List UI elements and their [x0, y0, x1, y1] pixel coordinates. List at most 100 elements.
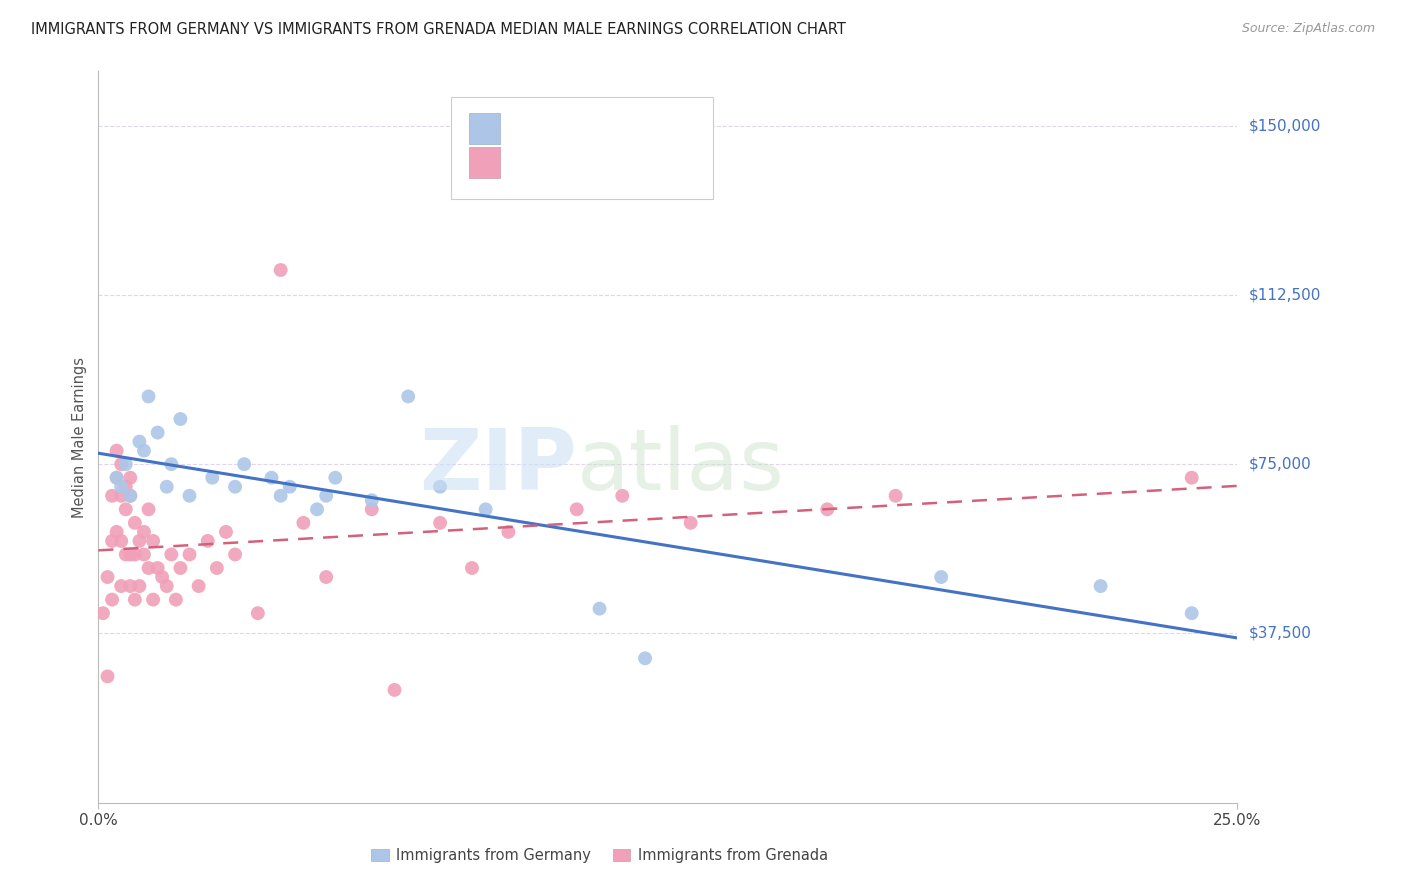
Point: [160, 457, 183, 471]
Point: [120, 489, 142, 503]
Point: [101, 533, 124, 548]
Point: [105, 471, 128, 485]
Point: [128, 434, 150, 449]
Point: [114, 502, 136, 516]
Point: [323, 471, 346, 485]
Point: [292, 516, 315, 530]
Point: [156, 480, 179, 494]
Point: [612, 489, 634, 503]
Point: [96, 669, 118, 683]
Point: [224, 548, 246, 562]
Text: R =: R =: [515, 155, 547, 170]
Point: [132, 443, 155, 458]
Point: [132, 548, 155, 562]
Point: [815, 502, 838, 516]
Point: [114, 457, 136, 471]
Point: [138, 561, 160, 575]
Point: [260, 471, 283, 485]
Y-axis label: Median Male Earnings: Median Male Earnings: [72, 357, 87, 517]
Point: [142, 533, 165, 548]
Point: [120, 579, 142, 593]
Point: [429, 516, 451, 530]
Text: $37,500: $37,500: [1249, 626, 1312, 641]
Point: [201, 471, 224, 485]
Point: [679, 516, 702, 530]
Point: [565, 502, 588, 516]
Point: [270, 263, 292, 277]
Text: 30: 30: [671, 121, 690, 136]
Point: [142, 592, 165, 607]
Point: [884, 489, 907, 503]
FancyBboxPatch shape: [468, 147, 501, 178]
Point: [114, 480, 136, 494]
Point: [105, 471, 128, 485]
Point: [138, 502, 160, 516]
Point: [110, 579, 132, 593]
Point: [138, 389, 160, 403]
Point: [197, 533, 219, 548]
Point: [1181, 606, 1204, 620]
Point: [929, 570, 952, 584]
Point: [384, 682, 406, 697]
Point: [429, 480, 451, 494]
Point: [474, 502, 496, 516]
Text: N =: N =: [626, 155, 669, 170]
Point: [169, 412, 191, 426]
Point: [360, 502, 382, 516]
Point: [278, 480, 301, 494]
Point: [128, 533, 150, 548]
Text: 58: 58: [671, 155, 690, 170]
Text: R =: R =: [515, 121, 547, 136]
Text: $150,000: $150,000: [1249, 118, 1320, 133]
FancyBboxPatch shape: [468, 113, 501, 144]
Point: [169, 561, 191, 575]
Point: [150, 570, 173, 584]
Point: [101, 489, 124, 503]
Point: [156, 579, 179, 593]
Text: $75,000: $75,000: [1249, 457, 1312, 472]
Point: [96, 570, 118, 584]
Point: [146, 561, 169, 575]
Point: [360, 493, 382, 508]
Point: [498, 524, 520, 539]
Text: N =: N =: [626, 121, 669, 136]
Point: [233, 457, 256, 471]
Point: [120, 471, 142, 485]
Point: [114, 548, 136, 562]
Text: atlas: atlas: [576, 425, 785, 508]
Point: [146, 425, 169, 440]
Text: $112,500: $112,500: [1249, 287, 1320, 302]
Point: [315, 570, 337, 584]
Point: [165, 592, 187, 607]
Point: [110, 489, 132, 503]
Legend: Immigrants from Germany, Immigrants from Grenada: Immigrants from Germany, Immigrants from…: [366, 842, 834, 869]
Point: [315, 489, 337, 503]
Point: [588, 601, 610, 615]
Point: [105, 443, 128, 458]
Point: [179, 548, 201, 562]
Point: [101, 592, 124, 607]
Point: [120, 489, 142, 503]
Point: [634, 651, 657, 665]
FancyBboxPatch shape: [451, 97, 713, 200]
Point: [124, 516, 146, 530]
Point: [124, 592, 146, 607]
Point: [270, 489, 292, 503]
Point: [1090, 579, 1112, 593]
Point: [224, 480, 246, 494]
Point: [124, 548, 146, 562]
Point: [91, 606, 114, 620]
Point: [307, 502, 329, 516]
Point: [110, 533, 132, 548]
Point: [179, 489, 201, 503]
Point: [246, 606, 269, 620]
Text: IMMIGRANTS FROM GERMANY VS IMMIGRANTS FROM GRENADA MEDIAN MALE EARNINGS CORRELAT: IMMIGRANTS FROM GERMANY VS IMMIGRANTS FR…: [31, 22, 846, 37]
Point: [205, 561, 228, 575]
Point: [120, 548, 142, 562]
Point: [461, 561, 484, 575]
Point: [1181, 471, 1204, 485]
Text: 0.029: 0.029: [557, 155, 600, 170]
Point: [110, 457, 132, 471]
Point: [128, 579, 150, 593]
Point: [160, 548, 183, 562]
